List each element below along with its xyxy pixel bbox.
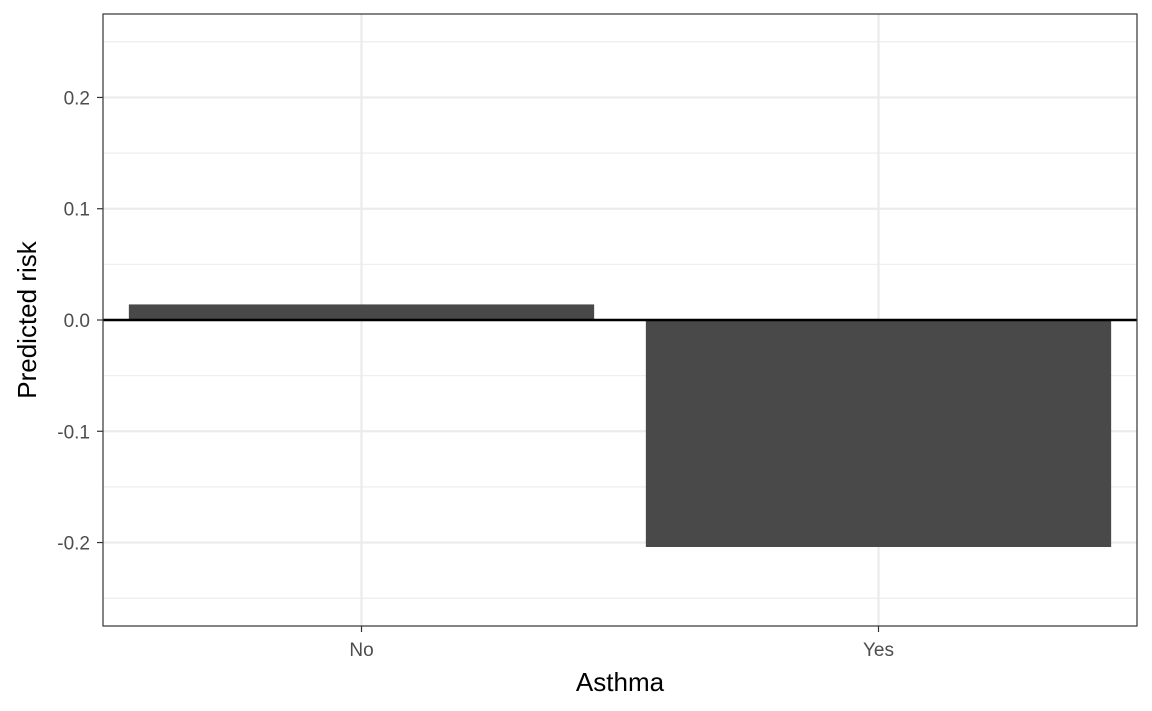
axis-ticks: 0.2 0.1 0.0 -0.1 -0.2 No Yes (57, 88, 894, 661)
bars (128, 304, 1112, 547)
y-tick-label: 0.1 (64, 200, 90, 221)
y-tick-label: -0.1 (57, 422, 90, 443)
y-axis-title: Predicted risk (12, 240, 42, 398)
y-tick-label: 0.2 (64, 88, 90, 109)
x-tick-label: No (349, 640, 373, 661)
bar-no (128, 304, 595, 320)
x-tick-label: Yes (863, 640, 894, 661)
y-tick-label: -0.2 (57, 534, 90, 555)
bar-yes (645, 320, 1112, 547)
y-tick-label: 0.0 (64, 311, 90, 332)
x-axis-title: Asthma (576, 667, 665, 697)
